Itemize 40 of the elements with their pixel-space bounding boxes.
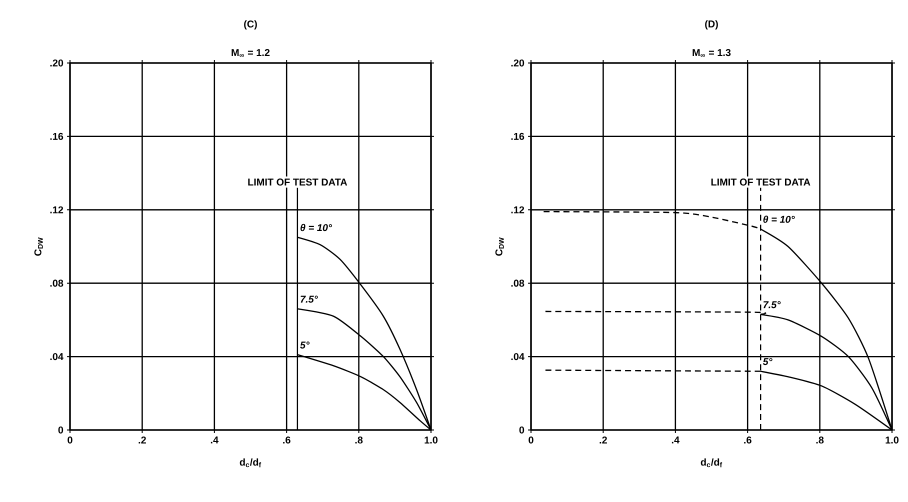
y-tick-label: .04: [50, 353, 64, 360]
y-tick-label: .08: [511, 280, 524, 287]
chart-title: (C): [244, 20, 257, 30]
x-axis-title: d$_{c}$/d$_{f}$: [700, 458, 722, 468]
y-tick-label: .20: [50, 59, 64, 67]
y-tick-label: .12: [511, 206, 524, 214]
x-tick-label: .6: [744, 436, 752, 444]
ref-line-label: LIMIT OF TEST DATA: [711, 178, 810, 186]
x-tick-label: .2: [138, 436, 146, 444]
x-tick-label: .6: [283, 436, 290, 444]
y-tick-label: 0: [519, 426, 524, 434]
x-tick-label: .8: [355, 436, 363, 444]
x-tick-label: 1.0: [886, 436, 899, 444]
x-tick-label: .4: [672, 436, 680, 444]
series-label: 7.5°: [764, 301, 781, 308]
y-tick-label: .16: [511, 132, 524, 140]
series-label: θ = 10°: [300, 224, 332, 232]
chart-subtitle: M$_{∞}$ = 1.2: [232, 49, 270, 57]
series-label: 5°: [762, 358, 772, 366]
y-tick-label: .20: [511, 59, 524, 67]
x-tick-label: .4: [210, 436, 218, 444]
chart-subtitle: M$_{∞}$ = 1.3: [692, 49, 731, 57]
y-tick-label: .16: [50, 132, 64, 140]
y-tick-label: 0: [58, 426, 64, 434]
x-tick-label: 0: [528, 436, 534, 444]
y-axis-title: C$_{DW}$: [34, 237, 43, 256]
y-axis-title: C$_{DW}$: [495, 237, 504, 256]
ref-line-label: LIMIT OF TEST DATA: [248, 178, 348, 186]
y-tick-label: .04: [511, 353, 524, 360]
x-tick-label: 0: [68, 436, 72, 444]
chart-title: (D): [705, 20, 718, 30]
series-label: 7.5°: [300, 296, 318, 303]
x-tick-label: .2: [600, 436, 607, 444]
y-tick-label: .12: [50, 206, 64, 214]
series-label: θ = 10°: [763, 216, 795, 223]
series-label: 5°: [300, 342, 310, 349]
y-tick-label: .08: [50, 280, 64, 287]
x-axis-title: d$_{c}$/d$_{f}$: [240, 458, 262, 468]
x-tick-label: .8: [816, 436, 824, 444]
x-tick-label: 1.0: [424, 436, 438, 444]
